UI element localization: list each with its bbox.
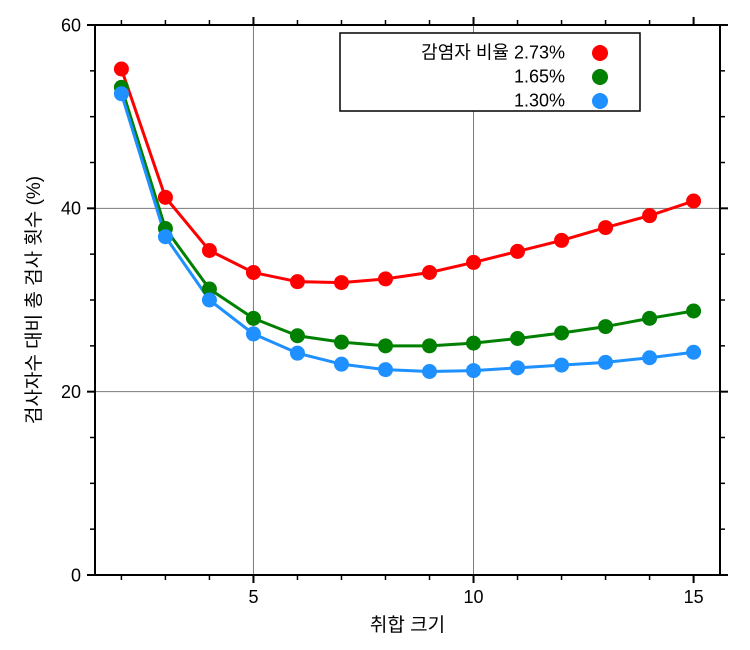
x-tick-label: 10 (464, 587, 484, 607)
series-marker-1 (466, 336, 481, 351)
series-marker-0 (334, 275, 349, 290)
y-tick-label: 0 (71, 565, 81, 585)
series-marker-1 (598, 319, 613, 334)
x-tick-label: 15 (684, 587, 704, 607)
series-marker-1 (378, 338, 393, 353)
series-marker-2 (466, 363, 481, 378)
y-axis-label: 검사자수 대비 총 검사 횟수 (%) (23, 176, 45, 424)
legend-label-2: 1.30% (514, 90, 565, 110)
series-marker-2 (422, 364, 437, 379)
series-marker-1 (686, 304, 701, 319)
legend-label-1: 1.65% (514, 66, 565, 86)
legend-swatch-2 (592, 93, 608, 109)
series-marker-2 (246, 326, 261, 341)
series-marker-2 (510, 360, 525, 375)
line-chart: 5 10 15 0 20 40 60 취합 크기 검사자수 대비 총 검사 횟수 (%) 감염자 … (0, 0, 750, 650)
series-marker-2 (114, 86, 129, 101)
series-marker-2 (642, 350, 657, 365)
legend-swatch-0 (592, 45, 608, 61)
series-marker-2 (554, 358, 569, 373)
y-tick-label: 60 (61, 15, 81, 35)
series-marker-0 (202, 243, 217, 258)
series-marker-2 (334, 357, 349, 372)
series-marker-1 (246, 311, 261, 326)
x-tick-label: 5 (248, 587, 258, 607)
series-marker-1 (290, 328, 305, 343)
series-marker-2 (158, 229, 173, 244)
series-marker-0 (642, 208, 657, 223)
series-marker-1 (642, 311, 657, 326)
series-marker-1 (422, 338, 437, 353)
legend-label-0: 감염자 비율 2.73% (421, 42, 565, 62)
series-marker-1 (554, 326, 569, 341)
series-marker-2 (290, 346, 305, 361)
legend-swatch-1 (592, 69, 608, 85)
series-marker-2 (686, 345, 701, 360)
series-marker-0 (378, 271, 393, 286)
series-marker-0 (598, 220, 613, 235)
series-marker-0 (422, 265, 437, 280)
series-marker-2 (202, 293, 217, 308)
series-marker-0 (290, 274, 305, 289)
series-marker-1 (334, 335, 349, 350)
chart-container: 5 10 15 0 20 40 60 취합 크기 검사자수 대비 총 검사 횟수 (%) 감염자 … (0, 0, 750, 650)
series-marker-0 (554, 233, 569, 248)
series-marker-0 (686, 194, 701, 209)
x-axis-label: 취합 크기 (370, 614, 445, 636)
y-tick-label: 20 (61, 382, 81, 402)
series-marker-0 (246, 265, 261, 280)
series-marker-0 (114, 62, 129, 77)
series-marker-0 (158, 190, 173, 205)
series-marker-1 (510, 331, 525, 346)
y-tick-label: 40 (61, 199, 81, 219)
series-marker-0 (510, 244, 525, 259)
series-marker-0 (466, 255, 481, 270)
series-marker-2 (598, 355, 613, 370)
series-marker-2 (378, 362, 393, 377)
